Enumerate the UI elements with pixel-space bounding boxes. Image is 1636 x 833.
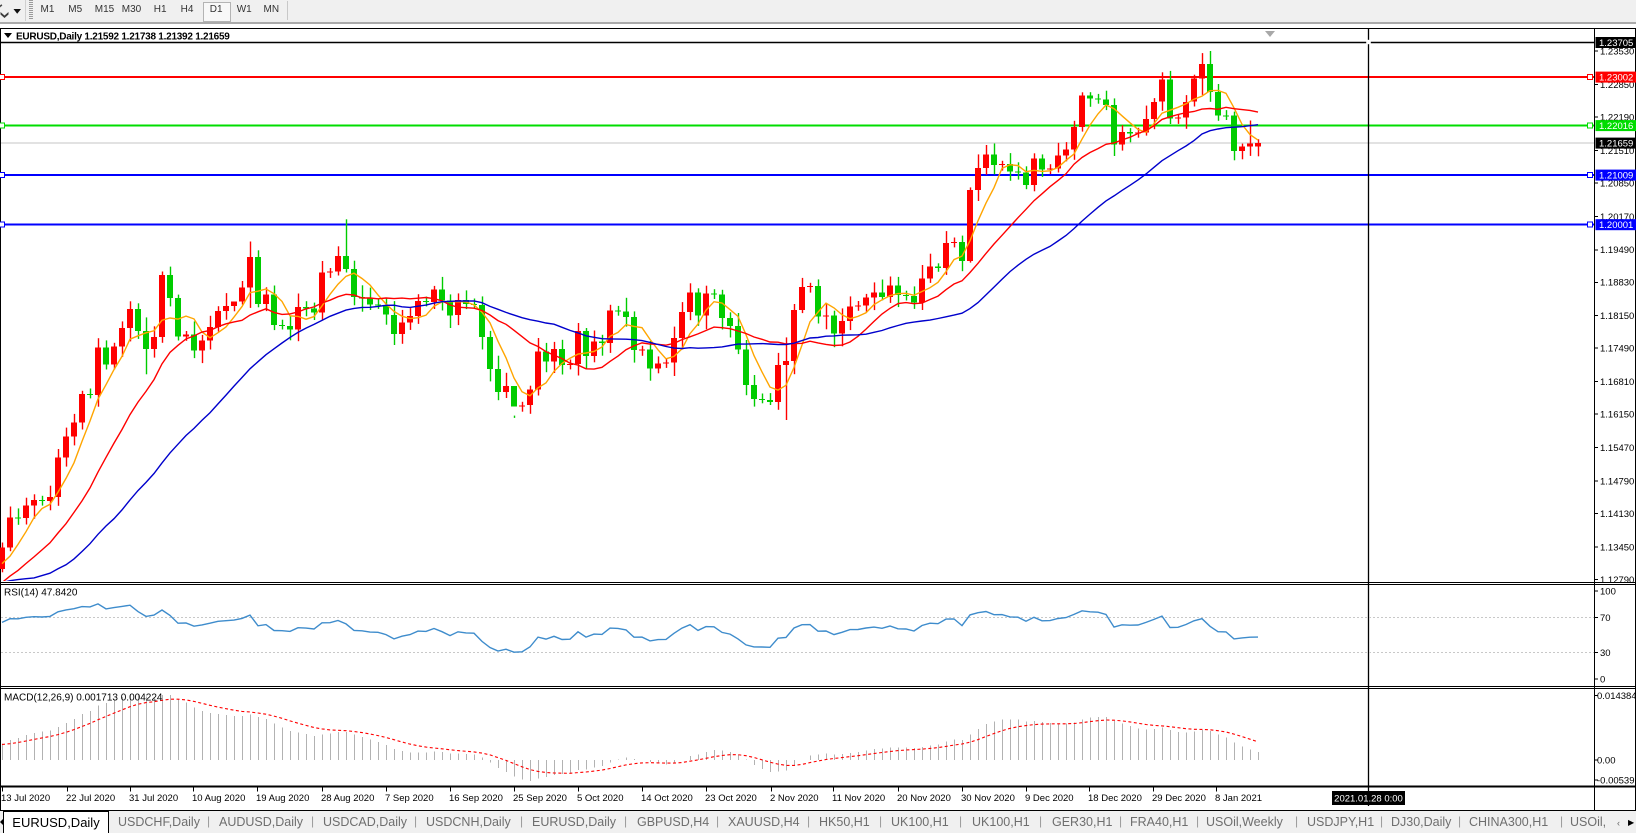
svg-text:8 Jan 2021: 8 Jan 2021: [1215, 793, 1262, 804]
svg-text:1.23530: 1.23530: [1600, 47, 1634, 58]
svg-text:19 Aug 2020: 19 Aug 2020: [256, 793, 309, 804]
svg-text:1.20850: 1.20850: [1600, 178, 1634, 189]
svg-text:RSI(14) 47.8420: RSI(14) 47.8420: [4, 588, 78, 599]
svg-text:1.17490: 1.17490: [1600, 344, 1634, 355]
svg-text:13 Jul 2020: 13 Jul 2020: [1, 793, 50, 804]
svg-text:MACD(12,26,9) 0.001713 0.00422: MACD(12,26,9) 0.001713 0.004224: [4, 693, 163, 704]
svg-text:1.16810: 1.16810: [1600, 377, 1634, 388]
svg-text:2021.01.28 0:00: 2021.01.28 0:00: [1334, 794, 1403, 805]
svg-text:1.14790: 1.14790: [1600, 476, 1634, 487]
svg-text:1.13450: 1.13450: [1600, 542, 1634, 553]
svg-text:1.20170: 1.20170: [1600, 212, 1634, 223]
svg-text:14 Oct 2020: 14 Oct 2020: [641, 793, 693, 804]
svg-text:1.22190: 1.22190: [1600, 112, 1634, 123]
svg-text:1.21009: 1.21009: [1599, 171, 1633, 182]
svg-text:100: 100: [1600, 586, 1616, 597]
svg-text:1.15470: 1.15470: [1600, 443, 1634, 454]
svg-text:2 Nov 2020: 2 Nov 2020: [770, 793, 819, 804]
svg-text:22 Jul 2020: 22 Jul 2020: [66, 793, 115, 804]
svg-text:9 Dec 2020: 9 Dec 2020: [1025, 793, 1074, 804]
svg-text:1.12790: 1.12790: [1600, 575, 1634, 586]
svg-text:0.014384: 0.014384: [1597, 691, 1636, 702]
svg-text:16 Sep 2020: 16 Sep 2020: [449, 793, 503, 804]
svg-text:25 Sep 2020: 25 Sep 2020: [513, 793, 567, 804]
svg-text:28 Aug 2020: 28 Aug 2020: [321, 793, 374, 804]
svg-text:0.00: 0.00: [1597, 755, 1616, 766]
svg-text:70: 70: [1600, 613, 1611, 624]
svg-text:1.21510: 1.21510: [1600, 146, 1634, 157]
svg-text:30 Nov 2020: 30 Nov 2020: [961, 793, 1015, 804]
svg-text:1.22016: 1.22016: [1599, 121, 1633, 132]
svg-text:1.22850: 1.22850: [1600, 80, 1634, 91]
svg-text:1.21659: 1.21659: [1599, 139, 1633, 150]
svg-text:0: 0: [1600, 675, 1605, 686]
svg-text:5 Oct 2020: 5 Oct 2020: [577, 793, 623, 804]
svg-text:10 Aug 2020: 10 Aug 2020: [192, 793, 245, 804]
svg-text:1.23002: 1.23002: [1599, 73, 1633, 84]
svg-text:1.23705: 1.23705: [1599, 38, 1633, 49]
svg-text:1.18150: 1.18150: [1600, 311, 1634, 322]
svg-text:20 Nov 2020: 20 Nov 2020: [897, 793, 951, 804]
svg-text:7 Sep 2020: 7 Sep 2020: [385, 793, 434, 804]
svg-text:1.20001: 1.20001: [1599, 220, 1633, 231]
svg-text:18 Dec 2020: 18 Dec 2020: [1088, 793, 1142, 804]
svg-text:11 Nov 2020: 11 Nov 2020: [832, 793, 885, 804]
svg-text:1.14130: 1.14130: [1600, 509, 1634, 520]
svg-text:23 Oct 2020: 23 Oct 2020: [705, 793, 757, 804]
svg-text:1.18830: 1.18830: [1600, 278, 1634, 289]
svg-text:1.16150: 1.16150: [1600, 410, 1634, 421]
svg-text:29 Dec 2020: 29 Dec 2020: [1152, 793, 1206, 804]
svg-text:-0.005396: -0.005396: [1597, 775, 1636, 786]
svg-text:31 Jul 2020: 31 Jul 2020: [129, 793, 178, 804]
svg-text:30: 30: [1600, 648, 1611, 659]
svg-text:EURUSD,Daily 1.21592 1.21738: EURUSD,Daily 1.21592 1.21738 1.21392 1.2…: [16, 32, 230, 43]
svg-text:1.19490: 1.19490: [1600, 245, 1634, 256]
